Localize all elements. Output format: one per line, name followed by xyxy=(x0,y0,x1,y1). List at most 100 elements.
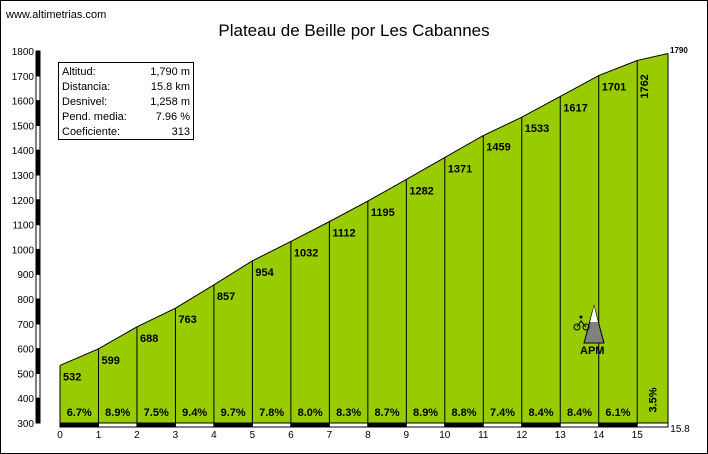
y-scale-segment xyxy=(35,50,41,77)
y-tick-label: 800 xyxy=(17,295,34,306)
gradient-label: 8.7% xyxy=(375,407,400,419)
x-tick-label: 9 xyxy=(404,430,410,441)
info-row-desnivel: Desnivel: 1,258 m xyxy=(62,96,190,108)
info-row-altitud: Altitud: 1,790 m xyxy=(62,66,190,78)
gradient-label: 3.5% xyxy=(648,387,660,412)
x-scale-segment xyxy=(290,422,330,428)
y-tick-label: 1600 xyxy=(12,97,35,108)
end-altitude-label: 1790 xyxy=(670,46,688,55)
y-scale-segment xyxy=(35,397,41,424)
x-tick-label: 0 xyxy=(57,430,63,441)
x-scale-segment xyxy=(136,422,176,428)
y-scale-segment xyxy=(35,100,41,126)
altitude-label: 1617 xyxy=(563,102,587,114)
gradient-label: 8.0% xyxy=(298,407,323,419)
y-tick-label: 1000 xyxy=(12,245,35,256)
x-tick-label: 15 xyxy=(632,430,644,441)
y-scale-segment xyxy=(35,348,41,374)
y-tick-label: 600 xyxy=(17,345,34,356)
x-tick-label: 8 xyxy=(365,430,371,441)
gradient-label: 8.3% xyxy=(336,407,361,419)
y-scale-segment xyxy=(35,174,41,201)
y-tick-label: 1400 xyxy=(12,146,35,157)
gradient-label: 6.1% xyxy=(605,407,630,419)
altitude-label: 688 xyxy=(140,333,158,345)
x-tick-label: 1 xyxy=(96,430,102,441)
y-scale-segment xyxy=(35,75,41,102)
chart-title: Plateau de Beille por Les Cabannes xyxy=(218,21,490,40)
x-scale-segment xyxy=(251,422,292,428)
altitude-label: 1762 xyxy=(639,74,651,98)
x-scale-segment xyxy=(405,422,446,428)
x-end-label: 15.8 xyxy=(670,424,690,435)
gradient-label: 8.9% xyxy=(413,407,438,419)
y-scale-segment xyxy=(35,224,41,250)
y-tick-label: 1500 xyxy=(12,121,35,132)
x-scale-segment xyxy=(598,422,638,428)
altitude-label: 1371 xyxy=(448,163,472,175)
info-row-distancia: Distancia: 15.8 km xyxy=(62,81,190,93)
gradient-label: 6.7% xyxy=(67,407,92,419)
gradient-label: 8.4% xyxy=(528,407,553,419)
gradient-label: 9.4% xyxy=(182,407,207,419)
x-scale-segment xyxy=(482,422,523,428)
gradient-label: 8.8% xyxy=(452,407,477,419)
gradient-label: 8.9% xyxy=(105,407,130,419)
altitude-label: 532 xyxy=(63,371,81,383)
altitude-label: 1195 xyxy=(371,207,395,219)
y-scale-segment xyxy=(35,323,41,350)
site-url: www.altimetrias.com xyxy=(6,9,107,21)
y-tick-label: 1800 xyxy=(12,47,35,58)
altitude-label: 599 xyxy=(101,355,119,367)
info-row-pendiente: Pend. media: 7.96 % xyxy=(62,111,190,123)
x-tick-label: 13 xyxy=(555,430,567,441)
info-box: Altitud: 1,790 m Distancia: 15.8 km Desniv… xyxy=(58,62,194,140)
info-row-coeficiente: Coeficiente: 313 xyxy=(62,126,190,138)
y-scale-segment xyxy=(35,372,41,399)
x-scale-segment xyxy=(328,422,369,428)
y-tick-label: 1300 xyxy=(12,171,35,182)
x-scale-segment xyxy=(521,422,561,428)
altitude-label: 1282 xyxy=(409,185,433,197)
altitude-label: 1533 xyxy=(525,123,549,135)
y-scale-segment xyxy=(35,298,41,325)
gradient-label: 8.4% xyxy=(567,407,592,419)
y-tick-label: 1200 xyxy=(12,196,35,207)
x-scale-segment xyxy=(367,422,407,428)
gradient-label: 7.4% xyxy=(490,407,515,419)
y-tick-label: 500 xyxy=(17,369,34,380)
y-tick-label: 1100 xyxy=(12,221,34,232)
y-scale-segment xyxy=(35,248,41,275)
altitude-label: 954 xyxy=(255,267,274,279)
y-tick-label: 700 xyxy=(17,320,34,331)
x-scale-segment xyxy=(444,422,484,428)
profile-area xyxy=(60,53,668,423)
altitude-label: 763 xyxy=(178,314,196,326)
x-scale-segment xyxy=(174,422,215,428)
altitude-label: 1701 xyxy=(602,82,626,94)
y-tick-label: 900 xyxy=(17,270,34,281)
x-tick-label: 5 xyxy=(250,430,256,441)
x-tick-label: 4 xyxy=(211,430,217,441)
x-scale-segment xyxy=(97,422,138,428)
mountain-cyclist-icon xyxy=(573,304,605,344)
x-scale-segment xyxy=(559,422,600,428)
y-tick-label: 1700 xyxy=(12,72,35,83)
altitude-label: 857 xyxy=(217,291,235,303)
gradient-label: 7.8% xyxy=(259,407,284,419)
x-tick-label: 3 xyxy=(173,430,179,441)
x-tick-label: 10 xyxy=(439,430,451,441)
y-scale-segment xyxy=(35,199,41,226)
x-tick-label: 14 xyxy=(593,430,605,441)
apm-label: APM xyxy=(580,345,605,357)
x-tick-label: 2 xyxy=(134,430,140,441)
altitude-label: 1112 xyxy=(332,228,355,240)
x-scale-segment xyxy=(636,422,669,428)
y-scale-segment xyxy=(35,273,41,300)
x-tick-label: 11 xyxy=(478,430,489,441)
y-scale-segment xyxy=(35,124,41,151)
y-tick-label: 300 xyxy=(17,419,34,430)
x-scale-segment xyxy=(59,422,99,428)
profile-line xyxy=(59,52,669,366)
